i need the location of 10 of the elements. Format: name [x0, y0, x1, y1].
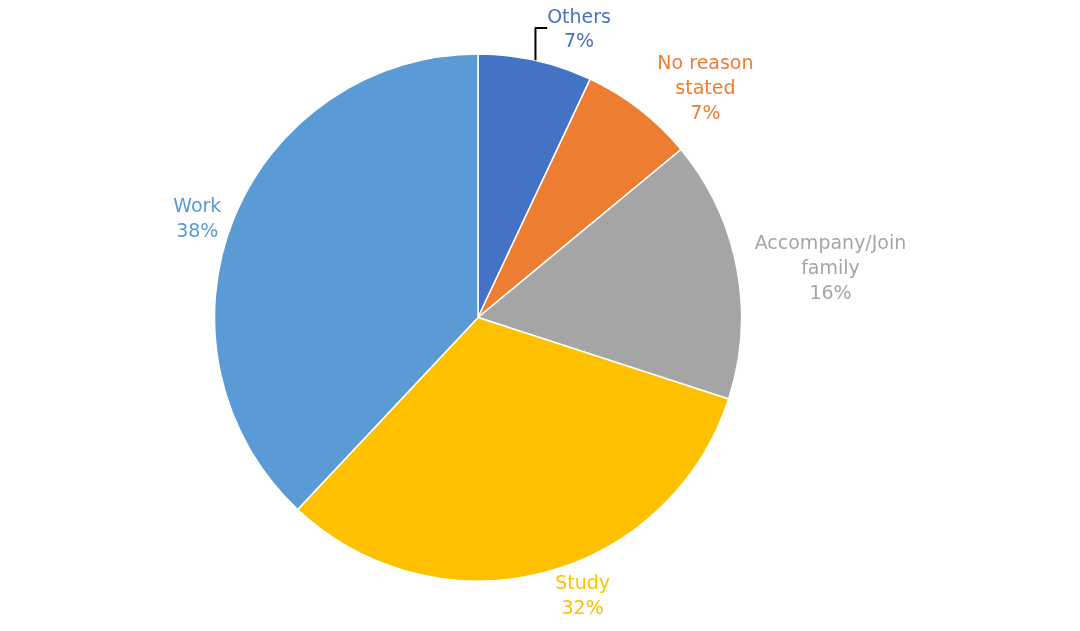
slice-label: Others [547, 4, 612, 27]
slice-label: No reason stated [657, 51, 754, 98]
slice-label: Study [555, 571, 611, 594]
data-label: 38% [176, 218, 219, 241]
slice-label: Work [173, 193, 222, 216]
data-label: 7% [564, 29, 595, 52]
data-label: 7% [690, 100, 721, 123]
slice-label: Accompany/Join family [754, 231, 907, 278]
data-label: 32% [561, 595, 604, 618]
data-label: 16% [809, 280, 852, 303]
